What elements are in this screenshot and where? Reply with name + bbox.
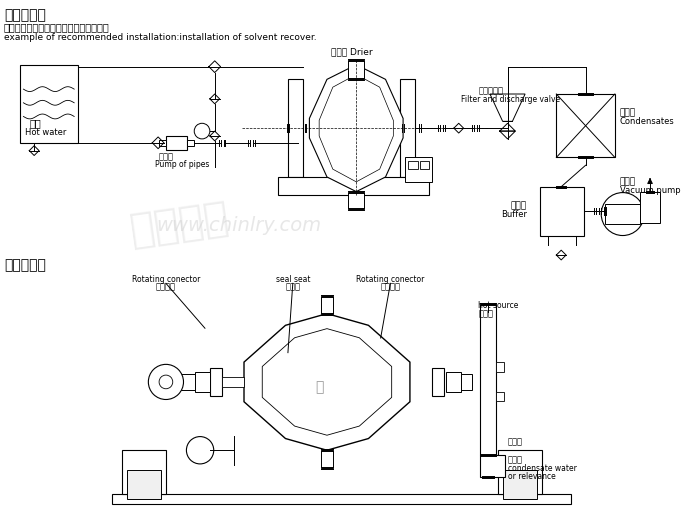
Circle shape bbox=[159, 375, 172, 389]
Bar bbox=[496, 392, 504, 401]
Text: 推荐的工艺安置示范：溶剂回收工艺安置: 推荐的工艺安置示范：溶剂回收工艺安置 bbox=[4, 22, 110, 32]
Polygon shape bbox=[262, 328, 392, 435]
Circle shape bbox=[614, 205, 631, 223]
Bar bbox=[278, 177, 429, 194]
Polygon shape bbox=[309, 65, 403, 192]
Bar bbox=[496, 362, 504, 372]
Bar bbox=[195, 372, 210, 392]
Text: Condensates: Condensates bbox=[620, 117, 675, 126]
Bar bbox=[640, 192, 660, 223]
Text: 洁路干燥: 洁路干燥 bbox=[127, 196, 232, 252]
Bar bbox=[348, 60, 364, 79]
Bar bbox=[221, 377, 244, 387]
Bar bbox=[400, 79, 415, 177]
Text: condensate water: condensate water bbox=[508, 464, 576, 473]
Text: 管道泵: 管道泵 bbox=[158, 153, 173, 161]
Bar bbox=[405, 157, 433, 182]
Bar bbox=[19, 65, 78, 143]
Text: Rotating conector: Rotating conector bbox=[356, 274, 424, 284]
Bar bbox=[210, 368, 221, 396]
Text: 简易结构图: 简易结构图 bbox=[4, 258, 46, 272]
Bar bbox=[461, 374, 473, 390]
Text: 装: 装 bbox=[315, 380, 324, 394]
Text: www.chinlry.com: www.chinlry.com bbox=[156, 216, 322, 235]
Text: 真空泵: 真空泵 bbox=[620, 177, 636, 186]
Bar bbox=[127, 470, 161, 499]
Bar bbox=[433, 368, 444, 396]
Text: 冷凝器: 冷凝器 bbox=[620, 108, 636, 118]
Text: 旋转接头: 旋转接头 bbox=[380, 282, 400, 291]
Text: Pump of pipes: Pump of pipes bbox=[155, 160, 210, 170]
Text: or relevance: or relevance bbox=[508, 472, 555, 481]
Text: Rotating conector: Rotating conector bbox=[132, 274, 200, 284]
Bar bbox=[446, 372, 461, 392]
Bar bbox=[502, 470, 537, 499]
Bar bbox=[540, 187, 584, 235]
Text: Filter and discharge valve: Filter and discharge valve bbox=[461, 95, 560, 104]
Text: example of recommended installation:installation of solvent recover.: example of recommended installation:inst… bbox=[4, 32, 317, 42]
Polygon shape bbox=[319, 75, 393, 182]
Bar bbox=[321, 450, 333, 468]
Bar bbox=[166, 136, 188, 150]
Circle shape bbox=[601, 193, 644, 235]
Polygon shape bbox=[244, 314, 410, 450]
Circle shape bbox=[194, 123, 210, 139]
Bar bbox=[480, 304, 496, 455]
Bar bbox=[480, 455, 504, 476]
Circle shape bbox=[148, 364, 184, 399]
Bar bbox=[122, 450, 166, 494]
Text: hot source: hot source bbox=[478, 301, 519, 310]
Bar bbox=[288, 79, 302, 177]
Bar bbox=[497, 450, 542, 494]
Text: Vacuum pump: Vacuum pump bbox=[620, 186, 680, 195]
Bar bbox=[321, 296, 333, 314]
Bar bbox=[159, 140, 166, 146]
Text: 或回流: 或回流 bbox=[508, 437, 522, 447]
Text: 安装示意图: 安装示意图 bbox=[4, 8, 46, 22]
Bar bbox=[605, 204, 640, 224]
Text: Hot water: Hot water bbox=[26, 128, 67, 137]
Bar bbox=[408, 161, 417, 169]
Text: 热水: 热水 bbox=[29, 118, 41, 128]
Text: Buffer: Buffer bbox=[501, 210, 527, 219]
Bar bbox=[112, 494, 571, 504]
Text: 进热源: 进热源 bbox=[478, 310, 493, 319]
Circle shape bbox=[186, 436, 214, 464]
Text: 缓冲罐: 缓冲罐 bbox=[511, 201, 527, 210]
Text: 干燥机 Drier: 干燥机 Drier bbox=[331, 47, 372, 56]
Text: 密封座: 密封座 bbox=[285, 282, 300, 291]
Polygon shape bbox=[490, 94, 525, 121]
Bar bbox=[188, 140, 194, 146]
Bar bbox=[181, 374, 195, 390]
Bar bbox=[556, 94, 615, 157]
Bar bbox=[348, 192, 364, 209]
Text: 冷凝器: 冷凝器 bbox=[508, 455, 522, 464]
Text: 旋转接头: 旋转接头 bbox=[156, 282, 176, 291]
Text: 过滤放空阀: 过滤放空阀 bbox=[478, 86, 503, 95]
Text: seal seat: seal seat bbox=[275, 274, 310, 284]
Bar bbox=[420, 161, 429, 169]
